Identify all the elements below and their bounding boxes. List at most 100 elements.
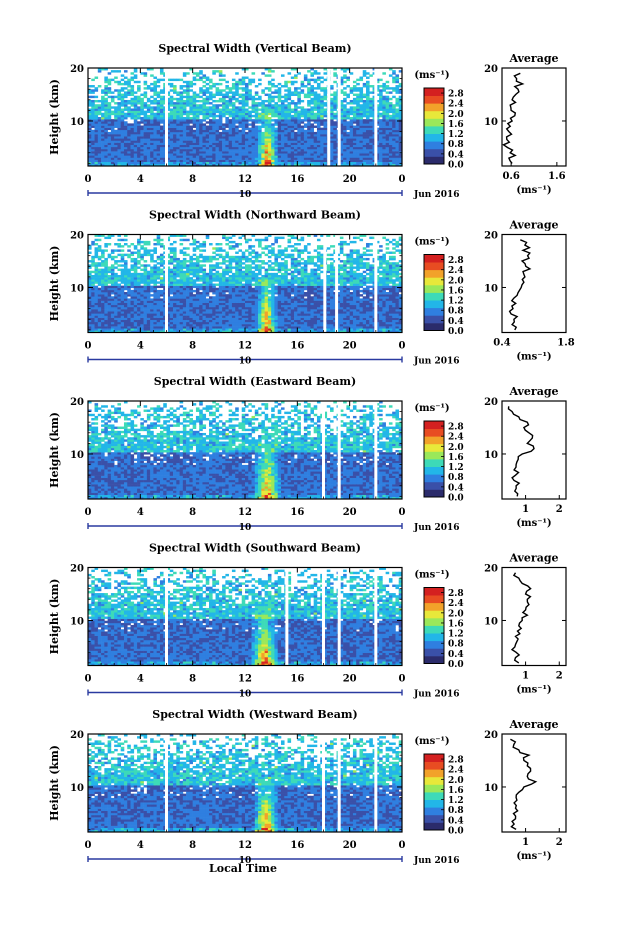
day-label: 10 [239,523,252,533]
x-axis-label: Local Time [209,862,277,875]
y-tick-label: 10 [70,783,84,794]
colorbar-swatch [424,148,444,157]
colorbar-tick-label: 2.8 [448,589,464,599]
panel-title: Spectral Width (Westward Beam) [152,708,357,721]
colorbar: (ms⁻¹) 2.82.42.01.61.20.80.40.0 [414,736,463,837]
data-gap [322,567,325,666]
colorbar-tick-label: 1.6 [448,619,464,629]
colorbar-tick-label: 2.4 [448,433,464,443]
colorbar-swatch [424,792,444,800]
x-tick-label: 4 [137,674,144,685]
colorbar-tick-label: 2.4 [448,266,464,276]
x-tick-label: 12 [238,674,252,685]
avg-y-tick-label: 20 [484,564,498,575]
x-tick-label: 16 [290,174,304,185]
avg-x-tick-label: 1 [522,504,529,515]
data-gap [374,234,378,333]
x-tick-label: 0 [399,341,406,352]
colorbar-swatch [424,307,444,316]
colorbar-swatch [424,284,444,293]
colorbar-swatch [424,436,444,445]
average-unit: (ms⁻¹) [516,185,551,196]
date-label: Jun 2016 [413,690,460,700]
date-label: Jun 2016 [413,190,460,200]
panel-title: Spectral Width (Vertical Beam) [158,42,351,55]
colorbar-swatch [424,126,444,134]
avg-y-tick-label: 20 [484,231,498,242]
colorbar-tick-label: 2.8 [448,90,464,100]
colorbar-tick-label: 2.8 [448,256,464,266]
colorbar-swatch [424,133,444,142]
colorbar-unit: (ms⁻¹) [414,403,449,414]
avg-y-tick-label: 10 [484,616,498,627]
colorbar-swatch [424,784,444,793]
x-tick-label: 12 [238,174,252,185]
colorbar-tick-label: 0.4 [448,317,464,327]
colorbar-swatch [424,610,444,619]
colorbar-swatch [424,443,444,452]
colorbar-swatch [424,262,444,271]
x-tick-label: 12 [238,840,252,851]
average-profile: Average 20 10 0.4 1.8 (ms⁻¹) [484,219,575,363]
heatmap-cells [88,401,403,500]
average-unit: (ms⁻¹) [516,352,551,363]
colorbar-swatch [424,421,444,429]
colorbar-swatch [424,103,444,112]
colorbar-swatch [424,761,444,770]
data-gap [322,734,325,832]
avg-y-tick-label: 10 [484,117,498,128]
colorbar-unit: (ms⁻¹) [414,70,449,81]
average-profile: Average 20 10 1 2 (ms⁻¹) [484,552,567,696]
colorbar-frame [423,87,445,165]
average-frame [501,400,567,500]
y-tick-label: 10 [70,616,84,627]
data-gap [374,567,378,666]
data-gap [374,401,378,499]
colorbar-tick-label: 1.6 [448,120,464,130]
colorbar-swatch [424,489,444,498]
average-line [510,738,538,831]
date-label: Jun 2016 [413,856,460,866]
data-gap [165,567,168,666]
data-gap [285,567,289,666]
data-gap [322,401,325,499]
colorbar-tick-label: 0.8 [448,473,464,483]
y-tick-label: 20 [70,397,84,408]
colorbar-tick-label: 1.6 [448,786,464,796]
average-frame [501,67,567,167]
x-tick-label: 4 [137,174,144,185]
colorbar-tick-label: 0.4 [448,650,464,660]
data-gap [337,68,341,166]
avg-x-tick-label: 1 [522,837,529,848]
colorbar-tick-label: 0.4 [448,150,464,160]
y-tick-label: 20 [70,564,84,575]
average-title: Average [508,52,558,65]
avg-y-tick-label: 10 [484,450,498,461]
colorbar: (ms⁻¹) 2.82.42.01.61.20.80.40.0 [414,570,463,671]
x-tick-label: 4 [137,341,144,352]
colorbar-swatch [424,648,444,657]
avg-x-tick-label: 1.8 [557,338,574,349]
colorbar-tick-label: 2.0 [448,609,464,619]
average-line [508,239,532,331]
colorbar-swatch [424,602,444,611]
x-tick-label: 0 [399,174,406,185]
x-tick-label: 16 [290,840,304,851]
average-frame [501,233,567,334]
x-tick-label: 16 [290,674,304,685]
colorbar-tick-label: 2.4 [448,100,464,110]
colorbar-swatch [424,807,444,816]
x-tick-label: 20 [343,507,357,518]
colorbar-swatch [424,474,444,483]
x-tick-label: 4 [137,840,144,851]
avg-y-tick-label: 20 [484,397,498,408]
colorbar-swatch [424,254,444,263]
colorbar-swatch [424,814,444,823]
colorbar-tick-label: 0.0 [448,327,464,337]
colorbar-swatch [424,617,444,626]
colorbar-swatch [424,776,444,785]
colorbar-tick-label: 0.0 [448,161,464,171]
colorbar-swatch [424,428,444,437]
colorbar-tick-label: 2.0 [448,110,464,120]
